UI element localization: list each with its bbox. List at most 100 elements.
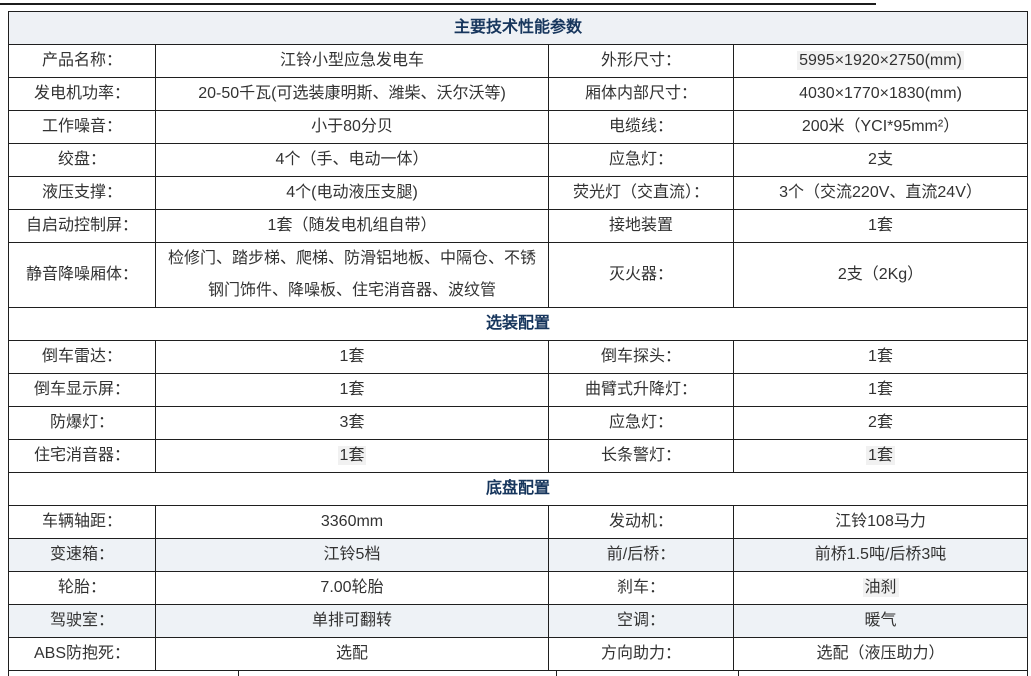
spec-value-cell: 1套 xyxy=(155,340,549,374)
spec-value-cell: 油刹 xyxy=(732,571,1029,605)
spec-label-cell: 发动机： xyxy=(548,505,734,539)
spec-label-cell: 工作噪音： xyxy=(8,110,156,144)
spec-value-cell: 4个(电动液压支腿) xyxy=(155,176,549,210)
spec-row: 液压支撑： 4个(电动液压支腿) 荧光灯（交直流）： 3个（交流220V、直流24V） xyxy=(8,176,1029,210)
spec-table-title-body: 主要技术性能参数 xyxy=(7,11,1029,45)
spec-row: 倒车雷达： 1套 倒车探头： 1套 xyxy=(8,340,1029,374)
spec-value-cell: 200米（YCI*95mm²） xyxy=(732,110,1029,144)
spec-value-cell: 小于80分贝 xyxy=(155,110,549,144)
spec-label-cell: 空调： xyxy=(548,604,734,638)
spec-row: 住宅消音器： 1套 长条警灯： 1套 xyxy=(8,439,1029,473)
spec-label-cell: 产品名称： xyxy=(8,44,156,78)
spec-row: 绞盘： 4个（手、电动一体） 应急灯： 2支 xyxy=(8,143,1029,177)
spec-row: 防爆灯： 3套 应急灯： 2套 xyxy=(8,406,1029,440)
spec-row: 工作噪音： 小于80分贝 电缆线： 200米（YCI*95mm²） xyxy=(8,110,1029,144)
spec-value-cell: 4个（手、电动一体） xyxy=(155,143,549,177)
spec-value-cell: 1套（随发电机组自带） xyxy=(155,209,549,243)
partial-cell xyxy=(238,670,557,676)
table-title: 主要技术性能参数 xyxy=(7,11,1029,45)
spec-label-cell: 刹车： xyxy=(548,571,734,605)
partial-cell xyxy=(8,670,239,676)
spec-label-cell: 曲臂式升降灯： xyxy=(548,373,734,407)
spec-row: 轮胎： 7.00轮胎 刹车： 油刹 xyxy=(8,571,1029,605)
spec-value-cell: 1套 xyxy=(732,373,1029,407)
spec-label-cell: 轮胎： xyxy=(8,571,156,605)
spec-label-cell: 自启动控制屏： xyxy=(8,209,156,243)
spec-label-cell: 外形尺寸： xyxy=(548,44,734,78)
spec-row: 发电机功率： 20-50千瓦(可选装康明斯、潍柴、沃尔沃等) 厢体内部尺寸： 4030… xyxy=(8,77,1029,111)
spec-label-cell: 住宅消音器： xyxy=(8,439,156,473)
spec-label-cell: 防爆灯： xyxy=(8,406,156,440)
spec-value-cell: 选配（液压助力） xyxy=(732,637,1029,671)
spec-label-cell: 绞盘： xyxy=(8,143,156,177)
spec-row: 驾驶室： 单排可翻转 空调： 暖气 xyxy=(8,604,1029,638)
spec-value-cell: 选配 xyxy=(155,637,549,671)
spec-row: 车辆轴距： 3360mm 发动机： 江铃108马力 xyxy=(8,505,1029,539)
spec-value-cell: 单排可翻转 xyxy=(155,604,549,638)
spec-label-cell: 厢体内部尺寸： xyxy=(548,77,734,111)
spec-row: 自启动控制屏： 1套（随发电机组自带） 接地装置 1套 xyxy=(8,209,1029,243)
section-header-body: 底盘配置 xyxy=(7,472,1029,506)
spec-label-cell: 车辆轴距： xyxy=(8,505,156,539)
spec-value-cell: 检修门、踏步梯、爬梯、防滑铝地板、中隔仓、不锈钢门饰件、降噪板、住宅消音器、波纹… xyxy=(155,242,549,308)
spec-value-cell: 江铃5档 xyxy=(155,538,549,572)
section-header-label: 底盘配置 xyxy=(7,472,1029,506)
highlighted-value: 5995×1920×2750(mm) xyxy=(797,51,964,70)
spec-value-cell: 3套 xyxy=(155,406,549,440)
spec-label-cell: 应急灯： xyxy=(548,406,734,440)
partial-next-table xyxy=(8,670,1028,676)
spec-row: 变速箱： 江铃5档 前/后桥： 前桥1.5吨/后桥3吨 xyxy=(8,538,1029,572)
spec-value-cell: 1套 xyxy=(155,439,549,473)
spec-section-0: 产品名称： 江铃小型应急发电车 外形尺寸： 5995×1920×2750(mm) 发电机… xyxy=(8,44,1029,308)
highlighted-value: 1套 xyxy=(866,446,895,465)
spec-value-cell: 江铃108马力 xyxy=(732,505,1029,539)
spec-value-cell: 3360mm xyxy=(155,505,549,539)
spec-value-cell: 1套 xyxy=(732,209,1029,243)
section-header-row: 选装配置 xyxy=(7,307,1029,341)
top-divider-line xyxy=(0,3,876,5)
spec-value-cell: 江铃小型应急发电车 xyxy=(155,44,549,78)
highlighted-value: 油刹 xyxy=(862,578,899,597)
spec-label-cell: 接地装置 xyxy=(548,209,734,243)
section-header-body: 选装配置 xyxy=(7,307,1029,341)
spec-value-cell: 前桥1.5吨/后桥3吨 xyxy=(732,538,1029,572)
spec-section-2: 车辆轴距： 3360mm 发动机： 江铃108马力 变速箱： 江铃5档 前/后桥： 前桥1.5… xyxy=(8,505,1029,671)
spec-label-cell: 液压支撑： xyxy=(8,176,156,210)
spec-label-cell: 方向助力： xyxy=(548,637,734,671)
spec-label-cell: 应急灯： xyxy=(548,143,734,177)
spec-section-1: 倒车雷达： 1套 倒车探头： 1套 倒车显示屏： 1套 曲臂式升降灯： 1套 防爆灯： 3套 应急灯… xyxy=(8,340,1029,473)
spec-value-cell: 2套 xyxy=(732,406,1029,440)
spec-label-cell: ABS防抱死： xyxy=(8,637,156,671)
spec-label-cell: 静音降噪厢体： xyxy=(8,242,156,308)
section-header-label: 选装配置 xyxy=(7,307,1029,341)
spec-label-cell: 长条警灯： xyxy=(548,439,734,473)
spec-label-cell: 倒车雷达： xyxy=(8,340,156,374)
spec-value-cell: 4030×1770×1830(mm) xyxy=(732,77,1029,111)
spec-label-cell: 变速箱： xyxy=(8,538,156,572)
spec-value-cell: 3个（交流220V、直流24V） xyxy=(732,176,1029,210)
spec-row: 产品名称： 江铃小型应急发电车 外形尺寸： 5995×1920×2750(mm) xyxy=(8,44,1029,78)
spec-row: ABS防抱死： 选配 方向助力： 选配（液压助力） xyxy=(8,637,1029,671)
section-header-row: 底盘配置 xyxy=(7,472,1029,506)
partial-cell xyxy=(556,670,739,676)
spec-label-cell: 倒车探头： xyxy=(548,340,734,374)
spec-value-cell: 1套 xyxy=(732,340,1029,374)
spec-value-cell: 5995×1920×2750(mm) xyxy=(732,44,1029,78)
partial-cell xyxy=(738,670,1028,676)
spec-table: 主要技术性能参数 产品名称： 江铃小型应急发电车 外形尺寸： 5995×1920×27… xyxy=(7,11,1029,671)
spec-label-cell: 发电机功率： xyxy=(8,77,156,111)
spec-value-cell: 暖气 xyxy=(732,604,1029,638)
spec-value-cell: 2支 xyxy=(732,143,1029,177)
spec-label-cell: 倒车显示屏： xyxy=(8,373,156,407)
highlighted-value: 1套 xyxy=(337,446,367,465)
spec-value-cell: 20-50千瓦(可选装康明斯、潍柴、沃尔沃等) xyxy=(155,77,549,111)
spec-label-cell: 前/后桥： xyxy=(548,538,734,572)
spec-label-cell: 电缆线： xyxy=(548,110,734,144)
spec-value-cell: 1套 xyxy=(155,373,549,407)
spec-row: 倒车显示屏： 1套 曲臂式升降灯： 1套 xyxy=(8,373,1029,407)
spec-value-cell: 2支（2Kg） xyxy=(732,242,1029,308)
spec-label-cell: 灭火器： xyxy=(548,242,734,308)
spec-value-cell: 1套 xyxy=(732,439,1029,473)
table-title-row: 主要技术性能参数 xyxy=(7,11,1029,45)
